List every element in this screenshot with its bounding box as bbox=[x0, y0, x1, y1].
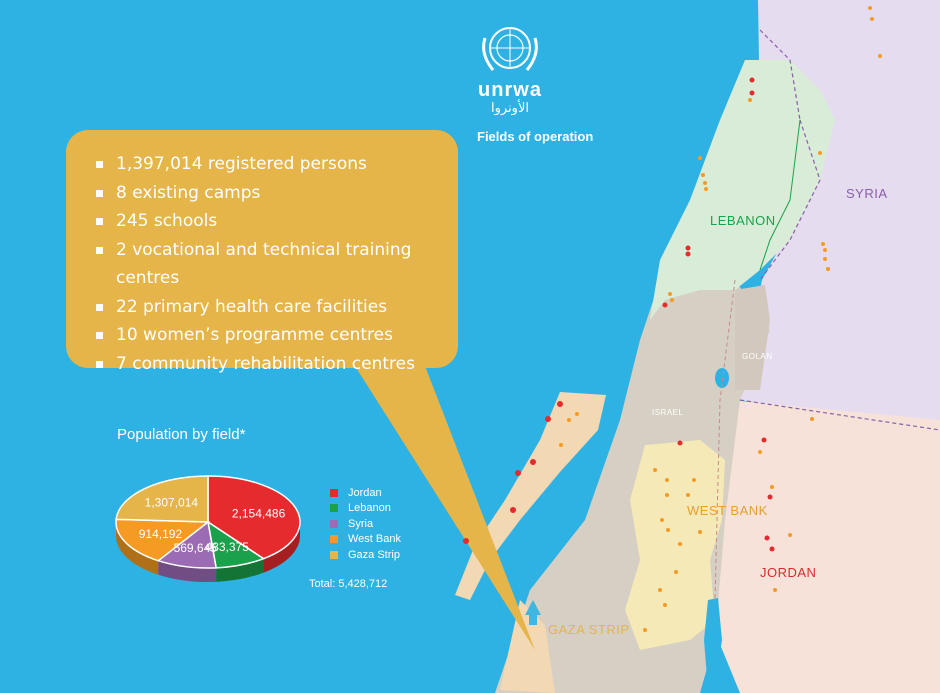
pie-slice-side bbox=[216, 558, 264, 582]
pie-slice-side bbox=[263, 522, 300, 573]
unrwa-logo: unrwa الأونروا bbox=[470, 20, 550, 116]
region-label-syria: SYRIA bbox=[846, 186, 888, 201]
legend-swatch bbox=[330, 504, 338, 513]
pie-legend: Jordan Lebanon Syria West Bank Gaza Strip bbox=[330, 485, 401, 563]
stats-list: 1,397,014 registered persons 8 existing c… bbox=[66, 130, 458, 378]
legend-item: Lebanon bbox=[330, 501, 401, 517]
pie-value-label: 483,375 bbox=[206, 540, 250, 554]
region-label-west-bank: WEST BANK bbox=[687, 503, 768, 518]
legend-swatch bbox=[330, 519, 338, 528]
pie-slice-jordan bbox=[207, 475, 301, 560]
region-label-golan: GOLAN bbox=[742, 352, 773, 361]
logo-wordmark: unrwa bbox=[478, 79, 542, 101]
un-emblem-icon bbox=[482, 27, 538, 71]
stat-item: 22 primary health care facilities bbox=[96, 293, 458, 322]
pie-value-label: 1,307,014 bbox=[145, 496, 199, 510]
legend-item: Syria bbox=[330, 516, 401, 532]
stat-item: 245 schools bbox=[96, 207, 458, 236]
stat-item: 10 women’s programme centres bbox=[96, 321, 458, 350]
region-label-gaza-strip: GAZA STRIP bbox=[548, 622, 630, 637]
legend-swatch bbox=[330, 488, 338, 497]
pie-value-label: 569,645 bbox=[174, 541, 218, 555]
legend-label: West Bank bbox=[348, 533, 401, 546]
lebanon-area bbox=[650, 60, 835, 320]
legend-swatch bbox=[330, 535, 338, 544]
legend-item: Gaza Strip bbox=[330, 547, 401, 563]
pie-value-label: 2,154,486 bbox=[232, 507, 286, 521]
sinai-area bbox=[500, 600, 555, 693]
pie-slice-side bbox=[158, 560, 217, 582]
pie-value-label: 914,192 bbox=[139, 527, 183, 541]
region-label-lebanon: LEBANON bbox=[710, 213, 776, 228]
pie-slice-west-bank bbox=[115, 518, 211, 562]
stat-item: 7 community rehabilitation centres bbox=[96, 350, 458, 379]
legend-label: Syria bbox=[348, 517, 374, 530]
legend-label: Lebanon bbox=[348, 502, 391, 515]
callout-pointer bbox=[355, 366, 535, 650]
stat-item: 1,397,014 registered persons bbox=[96, 150, 458, 179]
pie-slice-gaza-strip bbox=[115, 475, 209, 523]
west-bank-area bbox=[625, 440, 725, 650]
golan-area bbox=[735, 285, 770, 390]
fields-of-operation-title: Fields of operation bbox=[477, 129, 594, 144]
region-label-jordan: JORDAN bbox=[760, 565, 817, 580]
region-label-israel: ISRAEL bbox=[652, 408, 684, 417]
legend-label: Gaza Strip bbox=[348, 548, 400, 561]
legend-swatch bbox=[330, 550, 338, 559]
population-total: Total: 5,428,712 bbox=[309, 578, 388, 590]
stat-item: 8 existing camps bbox=[96, 179, 458, 208]
stat-item: 2 vocational and technical training cent… bbox=[96, 236, 458, 293]
legend-item: Jordan bbox=[330, 485, 401, 501]
town-markers bbox=[559, 6, 882, 632]
pie-slice-side bbox=[116, 522, 159, 575]
logo-arabic: الأونروا bbox=[491, 100, 529, 115]
population-title: Population by field* bbox=[117, 426, 246, 443]
jordan-area bbox=[710, 400, 940, 693]
camp-markers bbox=[463, 77, 775, 552]
legend-label: Jordan bbox=[348, 486, 382, 499]
legend-item: West Bank bbox=[330, 532, 401, 548]
stats-callout: 1,397,014 registered persons 8 existing c… bbox=[66, 130, 458, 374]
